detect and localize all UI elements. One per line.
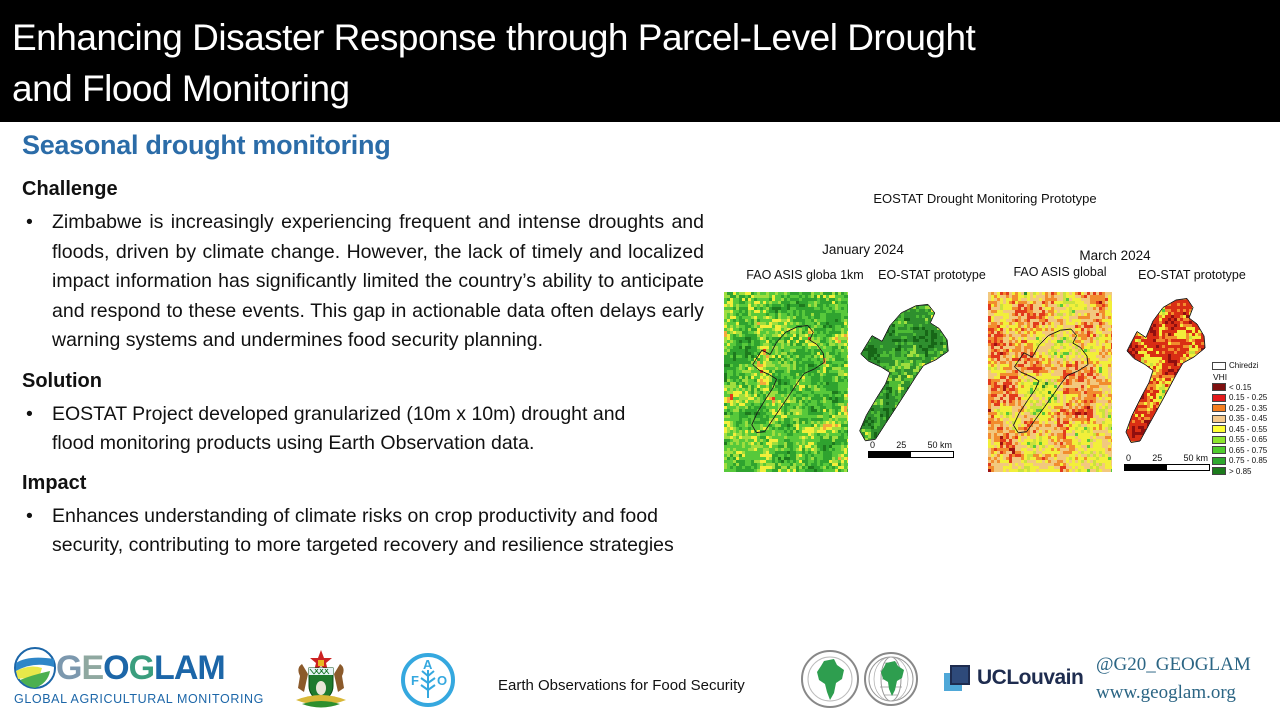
legend-class-row: 0.35 - 0.45	[1212, 414, 1280, 423]
slide-title-line1: Enhancing Disaster Response through Parc…	[12, 17, 976, 58]
section-title: Seasonal drought monitoring	[22, 130, 391, 160]
legend-class-row: < 0.15	[1212, 383, 1280, 392]
scalebar-tick: 0	[870, 440, 876, 450]
map-label-jan-fao: FAO ASIS globa 1km	[746, 268, 864, 282]
map-label-jan-eostat: EO-STAT prototype	[878, 268, 986, 282]
website-url: www.geoglam.org	[1096, 682, 1236, 703]
drought-figure: EOSTAT Drought Monitoring Prototype Janu…	[720, 185, 1280, 495]
legend-class-row: 0.75 - 0.85	[1212, 456, 1280, 465]
scalebar-tick: 0	[1126, 453, 1132, 463]
map-label-mar-eostat: EO-STAT prototype	[1138, 268, 1246, 282]
uclouvain-logo: UCLouvain	[942, 663, 1084, 693]
legend-district-label: Chiredzi	[1229, 361, 1259, 370]
legend-district-swatch	[1212, 361, 1226, 370]
scalebar-bar	[1124, 464, 1210, 471]
legend-class-row: 0.55 - 0.65	[1212, 435, 1280, 444]
vhi-legend: Chiredzi VHI < 0.15 0.15 - 0.25 0.25 - 0.3…	[1212, 361, 1280, 477]
scalebar-january: 0 25 50 km	[868, 440, 954, 458]
map-label-mar-fao: FAO ASIS global	[1013, 265, 1107, 279]
geoglam-tagline: GLOBAL AGRICULTURAL MONITORING	[14, 692, 264, 706]
geoglam-logo: GEOGLAM GLOBAL AGRICULTURAL MONITORING	[14, 647, 264, 706]
legend-class-row: 0.45 - 0.55	[1212, 425, 1280, 434]
scalebar-tick: 50 km	[927, 440, 952, 450]
month-label-march: March 2024	[1079, 248, 1151, 263]
geoglam-wordmark: GEOGLAM	[56, 649, 226, 687]
svg-text:O: O	[437, 673, 447, 688]
fao-logo: F A O	[401, 653, 455, 707]
impact-bullet: Enhances understanding of climate risks …	[22, 502, 682, 561]
month-label-january: January 2024	[822, 242, 904, 257]
challenge-bullet: Zimbabwe is increasingly experiencing fr…	[22, 208, 704, 356]
scalebar-bar	[868, 451, 954, 458]
svg-text:F: F	[411, 673, 419, 688]
geoglam-globe-icon	[14, 647, 56, 689]
text-column: Seasonal drought monitoring Challenge Zi…	[22, 130, 712, 561]
scalebar-tick: 25	[896, 440, 907, 450]
solution-bullet: EOSTAT Project developed granularized (1…	[22, 400, 662, 459]
slide-title-line2: and Flood Monitoring	[12, 68, 350, 109]
twitter-handle: @G20_GEOGLAM	[1096, 654, 1251, 675]
footer-logos: GEOGLAM GLOBAL AGRICULTURAL MONITORING F…	[0, 645, 1280, 720]
zimbabwe-coat-of-arms	[296, 650, 346, 708]
uclouvain-mark-icon	[944, 665, 970, 691]
scalebar-tick: 25	[1152, 453, 1163, 463]
legend-classes: < 0.15 0.15 - 0.25 0.25 - 0.35 0.35 - 0.45 0…	[1212, 383, 1280, 476]
scalebar-tick: 50 km	[1183, 453, 1208, 463]
svg-text:A: A	[423, 657, 433, 672]
map-mar-eostat-prototype	[1120, 297, 1220, 447]
social-links: @G20_GEOGLAM www.geoglam.org	[1096, 651, 1251, 707]
legend-class-row: 0.65 - 0.75	[1212, 446, 1280, 455]
map-jan-eostat-prototype	[853, 303, 965, 445]
header-banner: Enhancing Disaster Response through Parc…	[0, 0, 1280, 122]
footer-center-text: Earth Observations for Food Security	[498, 677, 745, 694]
legend-class-row: 0.25 - 0.35	[1212, 404, 1280, 413]
map-mar-fao-asis	[988, 292, 1112, 472]
afdb-logos	[801, 650, 918, 708]
figure-title: EOSTAT Drought Monitoring Prototype	[873, 191, 1097, 206]
map-jan-fao-asis	[724, 292, 848, 472]
legend-class-row: 0.15 - 0.25	[1212, 393, 1280, 402]
uclouvain-label: UCLouvain	[977, 666, 1084, 689]
legend-district-row: Chiredzi	[1212, 361, 1280, 370]
legend-class-row: > 0.85	[1212, 467, 1280, 476]
impact-heading: Impact	[22, 471, 87, 494]
solution-heading: Solution	[22, 369, 102, 392]
challenge-heading: Challenge	[22, 178, 118, 200]
legend-vhi-label: VHI	[1213, 371, 1228, 382]
scalebar-march: 0 25 50 km	[1124, 453, 1210, 471]
